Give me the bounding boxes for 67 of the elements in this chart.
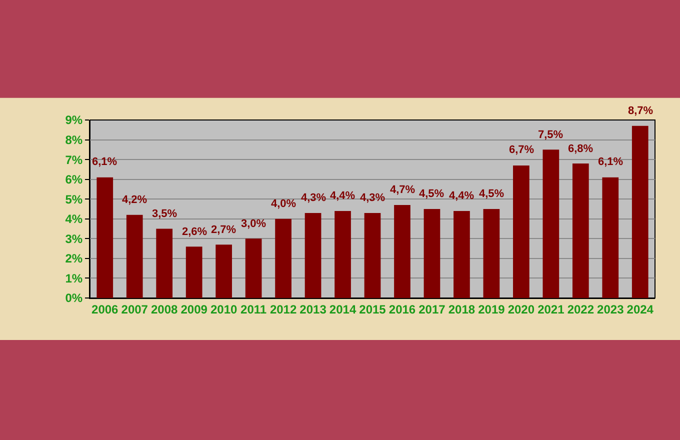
y-tick-label: 1% (65, 271, 83, 286)
bar (275, 218, 292, 298)
x-tick-label: 2017 (418, 302, 446, 316)
data-label: 6,1% (598, 156, 624, 168)
data-label: 2,6% (182, 226, 208, 238)
x-tick-label: 2019 (478, 302, 506, 316)
data-label: 4,2% (122, 194, 148, 206)
x-tick-label: 2016 (388, 302, 416, 316)
x-tick-label: 2010 (210, 302, 238, 316)
data-label: 4,5% (419, 188, 444, 200)
x-tick-label: 2024 (626, 302, 654, 316)
bar (542, 150, 560, 298)
y-tick-label: 3% (65, 232, 83, 246)
data-label: 4,5% (479, 188, 504, 200)
y-tick-label: 0% (65, 291, 83, 306)
y-tick-label: 2% (65, 252, 83, 266)
x-tick-label: 2011 (240, 302, 267, 316)
y-tick-label: 8% (65, 132, 83, 147)
y-tick-label: 9% (65, 113, 83, 128)
bar (632, 126, 648, 298)
y-tick-label: 7% (65, 152, 83, 167)
data-label: 6,7% (509, 144, 534, 156)
data-label: 4,3% (301, 192, 326, 204)
data-label: 2,7% (211, 224, 236, 236)
bar (156, 228, 173, 298)
x-tick-label: 2006 (92, 302, 119, 316)
bar (513, 165, 530, 298)
bar (334, 210, 351, 298)
data-label: 4,3% (360, 192, 386, 204)
y-tick-label: 5% (65, 192, 83, 206)
data-label: 4,0% (271, 198, 296, 210)
x-tick-label: 2022 (567, 302, 594, 316)
data-label: 8,7% (628, 105, 654, 117)
x-tick-label: 2015 (359, 302, 386, 316)
bar (245, 238, 262, 298)
bar (364, 212, 381, 298)
data-label: 4,4% (330, 190, 356, 202)
data-label: 4,7% (390, 184, 416, 196)
bar (572, 164, 589, 298)
bar (454, 210, 470, 298)
x-tick-label: 2014 (329, 302, 356, 316)
bar (216, 244, 232, 298)
x-tick-label: 2023 (597, 302, 624, 316)
bar (304, 212, 322, 298)
bar (186, 246, 202, 298)
x-tick-label: 2007 (121, 302, 148, 316)
x-tick-label: 2018 (448, 302, 476, 316)
bar (394, 205, 410, 298)
data-label: 7,5% (538, 129, 564, 141)
bar (602, 177, 619, 298)
x-tick-label: 2021 (538, 302, 565, 316)
x-tick-label: 2008 (150, 302, 178, 316)
bar (126, 214, 143, 298)
bar (96, 177, 114, 298)
bar (483, 209, 500, 298)
x-tick-label: 2020 (508, 302, 535, 316)
y-tick-label: 6% (65, 172, 83, 187)
data-label: 3,0% (241, 218, 266, 230)
x-tick-label: 2013 (300, 302, 327, 316)
x-tick-label: 2012 (270, 302, 297, 316)
x-tick-label: 2009 (180, 302, 208, 316)
bar (424, 209, 440, 298)
data-label: 6,8% (568, 143, 594, 155)
y-tick-label: 4% (65, 212, 83, 226)
data-label: 4,4% (449, 190, 474, 202)
data-label: 6,1% (92, 156, 118, 168)
data-label: 3,5% (152, 208, 178, 220)
